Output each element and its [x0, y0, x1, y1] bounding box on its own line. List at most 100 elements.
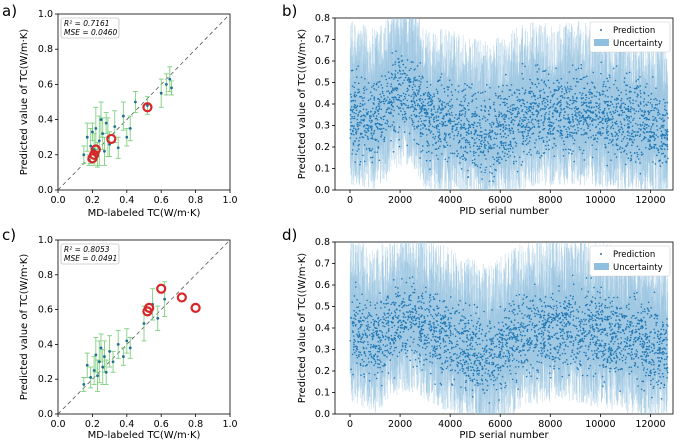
prediction-point [599, 128, 601, 130]
prediction-point [358, 143, 361, 146]
panel-a-ylabel: Predicted value of TC(W/m·K) [19, 29, 30, 176]
prediction-point [568, 152, 570, 154]
prediction-point [601, 132, 604, 135]
prediction-point [656, 129, 659, 131]
prediction-point [625, 145, 628, 147]
prediction-point [502, 118, 505, 120]
prediction-point [656, 103, 659, 106]
prediction-point [447, 121, 450, 123]
prediction-point [643, 136, 646, 138]
prediction-point [619, 121, 622, 123]
prediction-point [412, 110, 415, 112]
prediction-point [383, 94, 385, 97]
prediction-point [565, 105, 568, 108]
prediction-point [425, 119, 427, 122]
prediction-point [392, 150, 395, 153]
prediction-point [630, 115, 632, 118]
prediction-point [406, 87, 409, 90]
prediction-point [421, 98, 424, 101]
prediction-point [635, 80, 638, 82]
prediction-point [615, 133, 618, 136]
prediction-point [394, 63, 396, 65]
prediction-point [535, 110, 537, 113]
prediction-point [637, 86, 640, 88]
prediction-point [402, 82, 404, 84]
prediction-point [567, 88, 569, 90]
prediction-point [628, 120, 631, 122]
prediction-point [415, 108, 418, 111]
prediction-point [596, 102, 599, 105]
prediction-point [630, 154, 633, 157]
prediction-point [649, 135, 652, 138]
prediction-point [437, 119, 440, 122]
prediction-point [509, 108, 512, 111]
prediction-point [623, 81, 626, 83]
prediction-point [372, 132, 375, 135]
prediction-point [425, 111, 428, 114]
prediction-point [463, 124, 465, 127]
prediction-point [484, 120, 487, 122]
prediction-point [544, 117, 546, 120]
prediction-point [536, 120, 538, 122]
prediction-point [351, 109, 353, 112]
prediction-point [585, 96, 588, 99]
prediction-point [417, 120, 420, 123]
prediction-point [408, 116, 411, 119]
prediction-point [658, 151, 660, 154]
prediction-point [649, 102, 652, 104]
prediction-point [605, 101, 607, 103]
prediction-point [585, 94, 587, 96]
prediction-point [357, 124, 359, 126]
prediction-point [562, 140, 565, 143]
prediction-point [606, 132, 608, 135]
prediction-point [590, 101, 592, 104]
prediction-point [418, 90, 420, 93]
prediction-point [569, 131, 571, 134]
prediction-point [503, 142, 505, 144]
prediction-point [361, 97, 364, 99]
data-point [170, 86, 173, 90]
prediction-point [522, 130, 524, 133]
prediction-point [590, 111, 593, 114]
panel-b-xtick-label: 4000 [438, 195, 462, 206]
prediction-point [446, 160, 449, 163]
prediction-point [445, 112, 448, 115]
prediction-point [365, 124, 368, 127]
prediction-point [509, 132, 512, 134]
prediction-point [419, 62, 422, 64]
prediction-point [629, 111, 632, 113]
prediction-point [532, 108, 535, 110]
prediction-point [510, 113, 513, 116]
panel-b-ytick-label: 0.7 [315, 35, 330, 46]
prediction-point [598, 111, 600, 113]
prediction-point [447, 156, 450, 159]
prediction-point [503, 148, 506, 150]
prediction-point [590, 136, 592, 139]
prediction-point [661, 117, 664, 119]
prediction-point [519, 124, 521, 127]
prediction-point [551, 124, 553, 127]
prediction-point [642, 131, 645, 133]
panel-a-r2: R² = 0.7161 [64, 19, 110, 28]
prediction-point [353, 105, 355, 108]
prediction-point [560, 109, 563, 111]
prediction-point [521, 109, 524, 111]
prediction-point [593, 85, 596, 88]
prediction-point [456, 126, 458, 129]
prediction-point [397, 79, 399, 82]
prediction-point [594, 109, 597, 112]
prediction-point [572, 116, 574, 118]
prediction-point [404, 116, 406, 118]
prediction-point [653, 139, 656, 142]
prediction-point [362, 108, 365, 111]
prediction-point [492, 156, 494, 158]
prediction-point [483, 154, 486, 156]
prediction-point [620, 123, 623, 125]
prediction-point [617, 135, 619, 137]
prediction-point [402, 108, 404, 110]
prediction-point [428, 97, 431, 100]
prediction-point [355, 132, 358, 135]
panel-a-stats-box [60, 17, 120, 39]
prediction-point [521, 119, 523, 121]
prediction-point [536, 71, 539, 73]
